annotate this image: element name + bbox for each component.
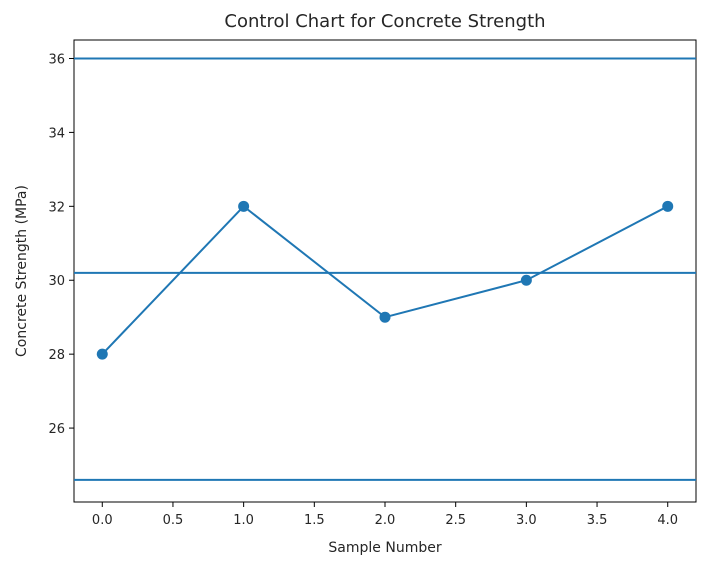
- y-tick-label: 30: [48, 274, 65, 289]
- x-tick-label: 2.5: [445, 513, 466, 528]
- data-point: [520, 274, 532, 286]
- plot-area: 0.0 0.5 1.0 1.5 2.0 2.5 3.0 3.5 4.0 26 28 30 32 34 36: [48, 39, 697, 528]
- x-tick-label: 0.0: [92, 513, 113, 528]
- y-tick-label: 32: [48, 200, 65, 215]
- series-line: [101, 204, 669, 355]
- x-tick-label: 1.0: [233, 513, 254, 528]
- y-tick-label: 26: [48, 422, 65, 437]
- x-tick-label: 3.5: [587, 513, 608, 528]
- data-point: [238, 200, 250, 212]
- plot-frame: [73, 39, 697, 503]
- data-point: [379, 311, 391, 323]
- chart-title: Control Chart for Concrete Strength: [224, 11, 545, 32]
- x-tick-label: 3.0: [516, 513, 537, 528]
- y-tick-label: 36: [48, 52, 65, 67]
- x-tick-label: 0.5: [163, 513, 184, 528]
- y-axis-label: Concrete Strength (MPa): [14, 185, 30, 357]
- x-tick-label: 2.0: [375, 513, 396, 528]
- data-point: [96, 348, 108, 360]
- x-tick-label: 1.5: [304, 513, 325, 528]
- data-point: [662, 200, 674, 212]
- y-tick-label: 28: [48, 348, 65, 363]
- y-tick-label: 34: [48, 126, 65, 141]
- x-axis-label: Sample Number: [328, 540, 441, 556]
- x-tick-label: 4.0: [657, 513, 678, 528]
